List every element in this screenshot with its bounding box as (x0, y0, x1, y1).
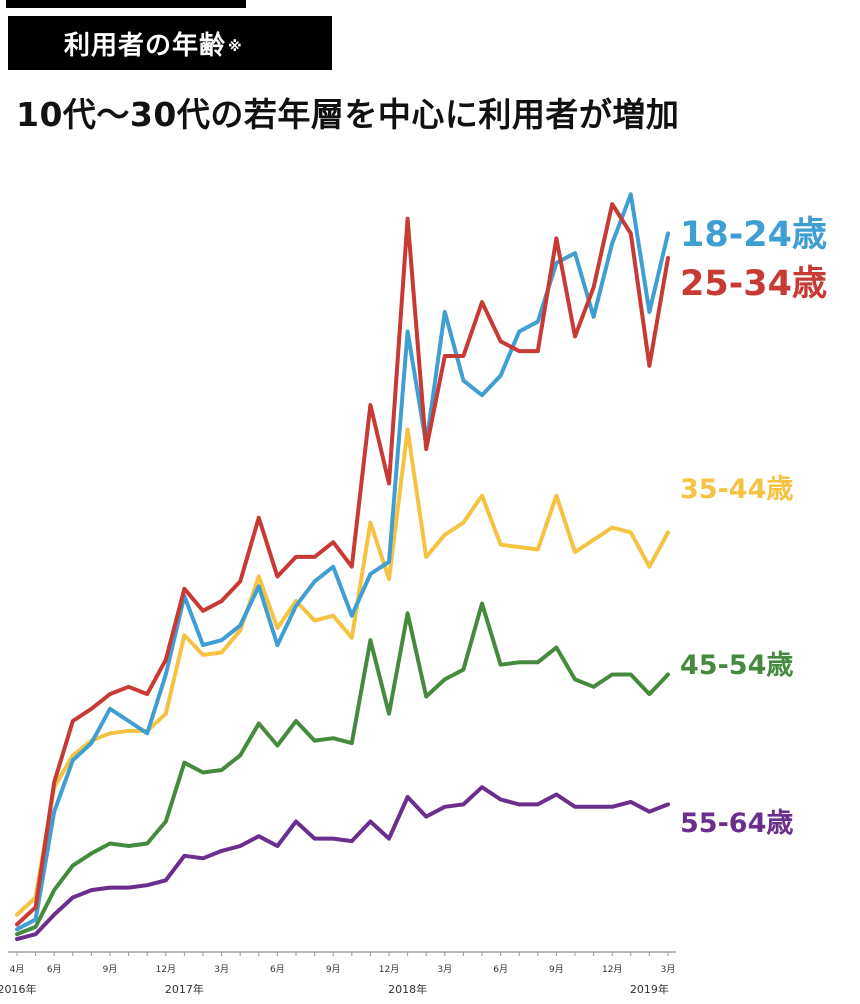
section-label: 利用者の年齢 ※ (8, 16, 332, 70)
series-label-55-64歳: 55-64歳 (680, 808, 793, 839)
x-tick-label: 12月 (379, 964, 399, 975)
series-label-45-54歳: 45-54歳 (680, 650, 793, 681)
x-tick-label: 6月 (493, 964, 508, 975)
x-tick-label: 3月 (437, 964, 452, 975)
series-label-35-44歳: 35-44歳 (680, 474, 793, 505)
series-label-18-24歳: 18-24歳 (680, 215, 827, 255)
series-line-45-54歳 (15, 601, 670, 937)
x-tick-label: 9月 (326, 964, 341, 975)
series-line-55-64歳 (15, 785, 670, 942)
series-label-25-34歳: 25-34歳 (680, 264, 827, 304)
x-tick-label: 12月 (602, 964, 622, 975)
x-year-label: 2019年 (630, 982, 669, 996)
section-label-text: 利用者の年齢 (64, 30, 227, 61)
x-year-label: 2017年 (165, 982, 204, 996)
x-tick-label: 6月 (270, 964, 285, 975)
x-tick-label: 9月 (549, 964, 564, 975)
x-tick-label: 3月 (214, 964, 229, 975)
x-year-label: 2016年 (0, 982, 37, 996)
x-tick-label: 9月 (103, 964, 118, 975)
top-decoration-bar (6, 0, 246, 8)
page-headline: 10代〜30代の若年層を中心に利用者が増加 (16, 95, 680, 134)
x-tick-label: 4月 (10, 964, 25, 975)
x-tick-label: 6月 (47, 964, 62, 975)
x-year-label: 2018年 (388, 982, 427, 996)
section-label-note: ※ (228, 39, 243, 55)
series-line-25-34歳 (15, 202, 670, 927)
x-tick-label: 3月 (661, 964, 676, 975)
x-tick-label: 12月 (156, 964, 176, 975)
series-line-35-44歳 (15, 427, 670, 917)
